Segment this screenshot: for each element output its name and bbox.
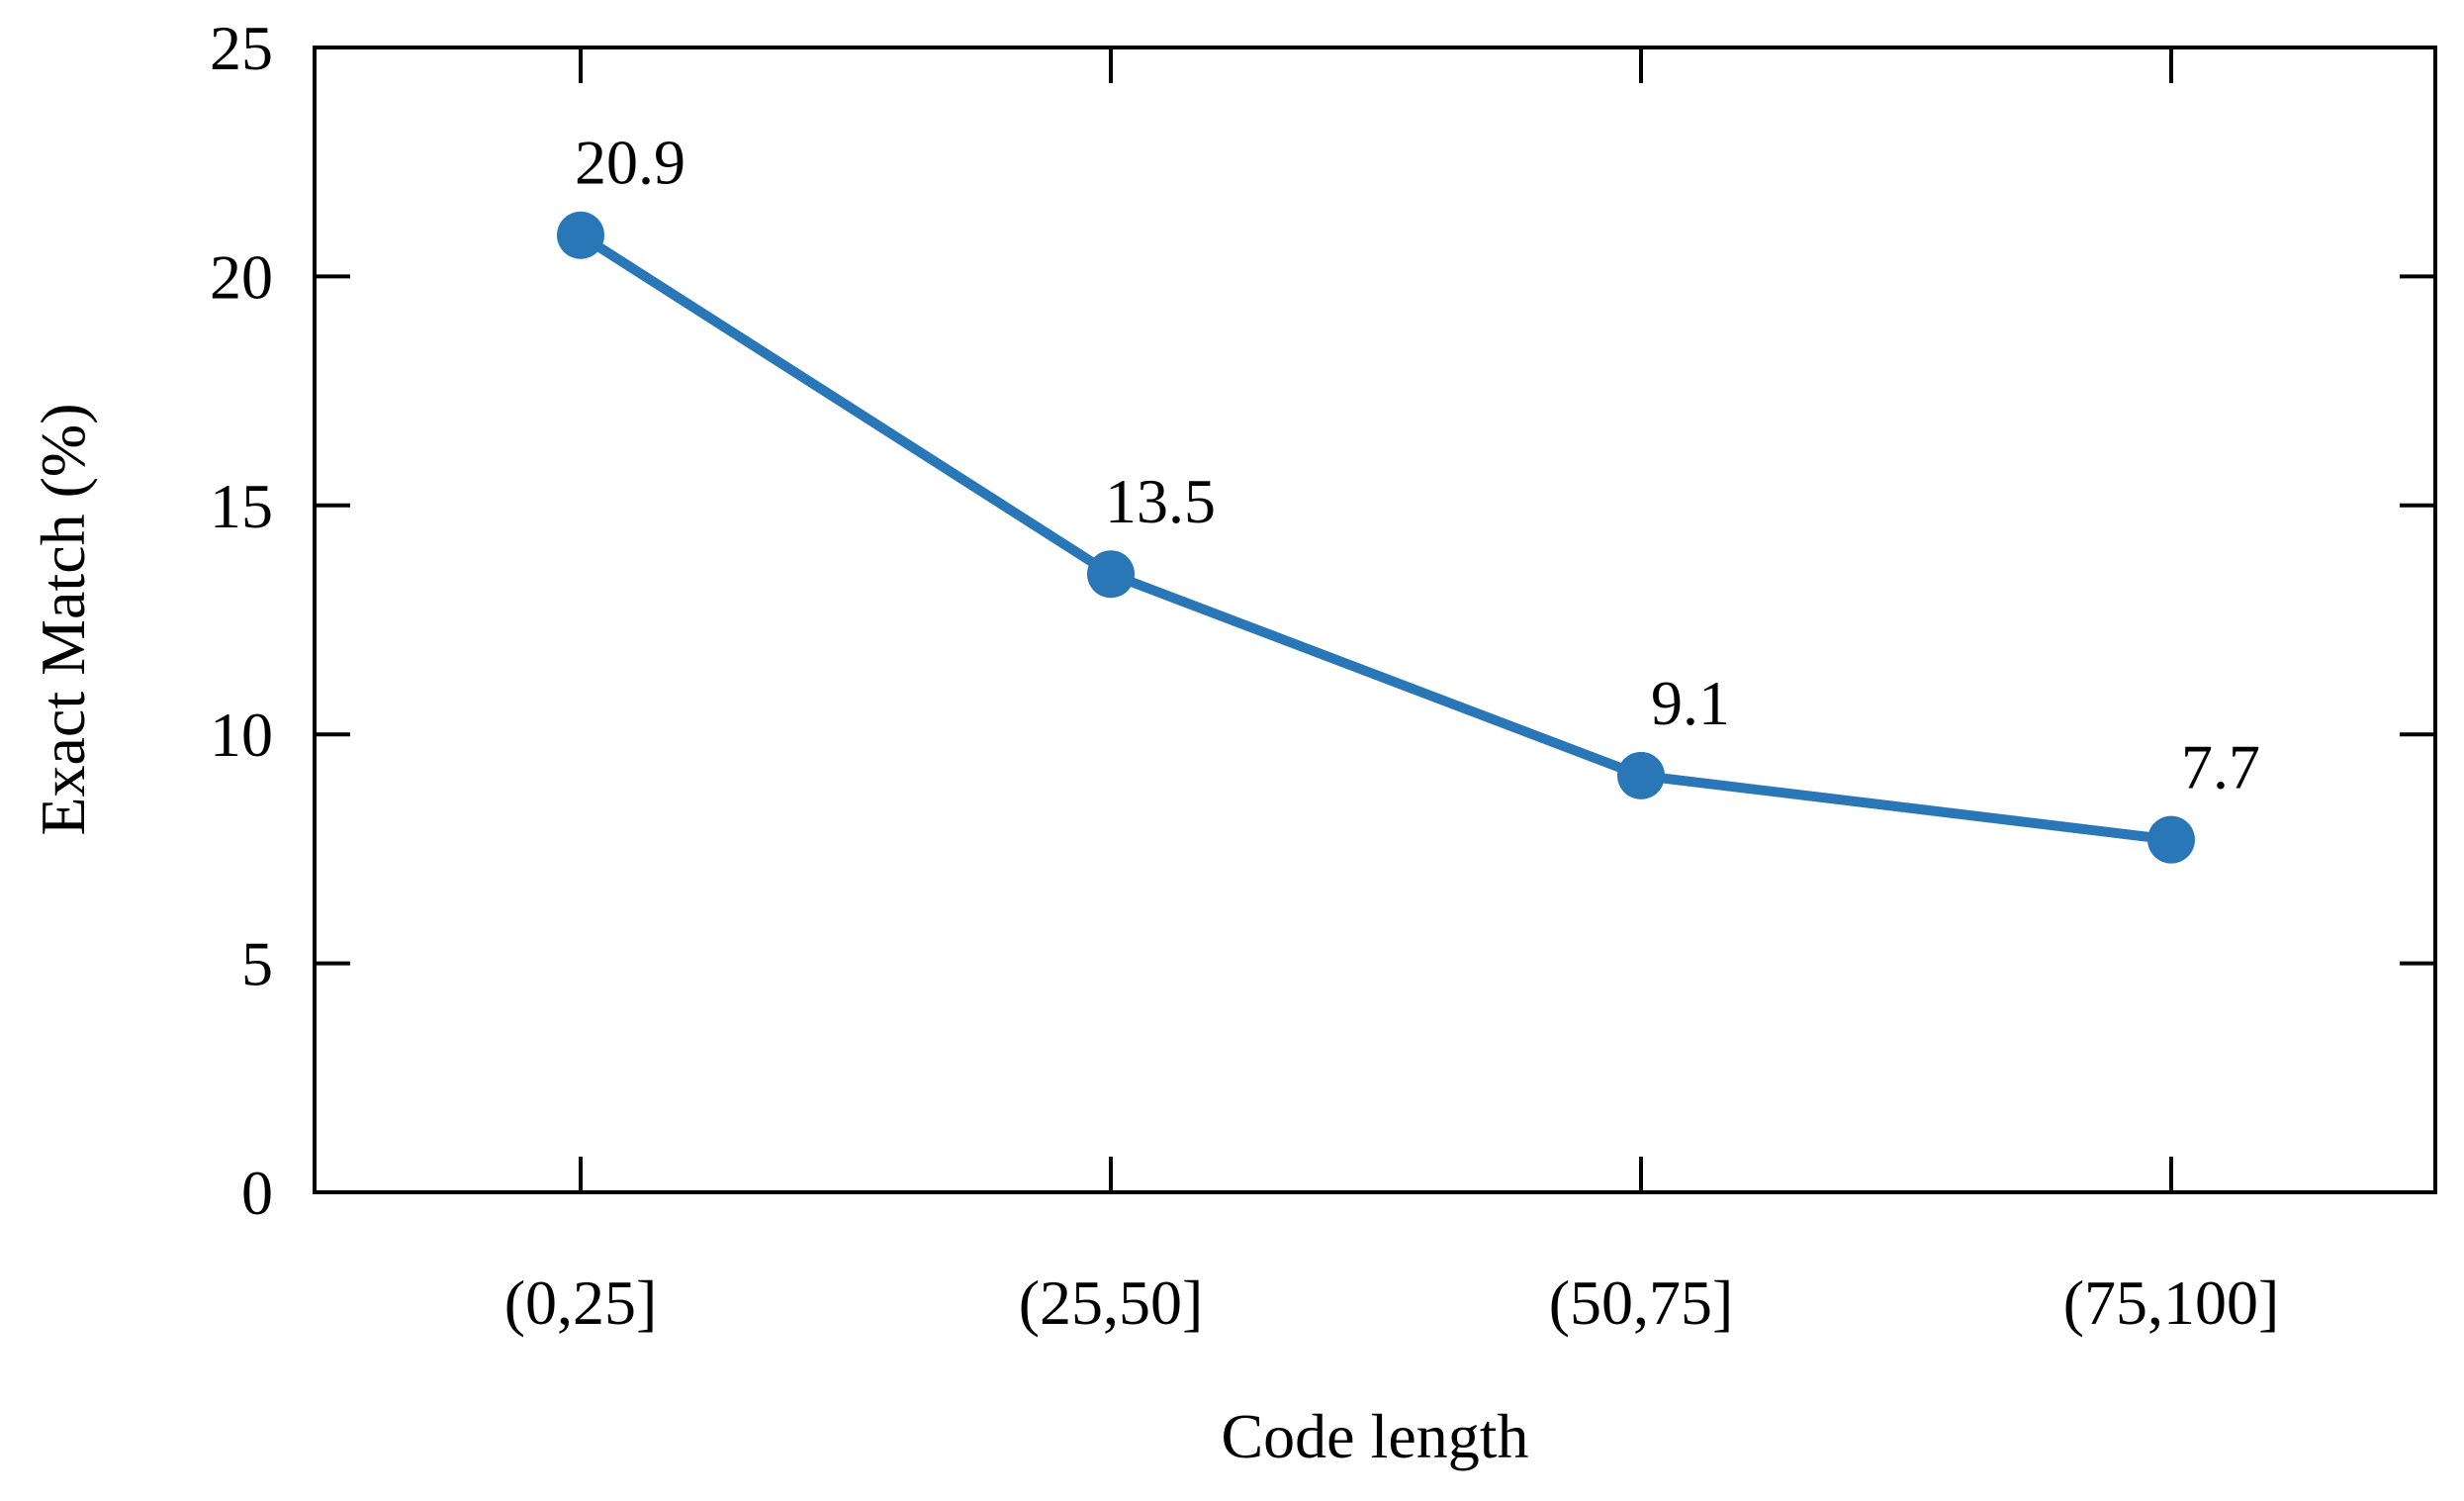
x-axis-title: Code length [1221,1401,1528,1471]
x-tick-label: (50,75] [1549,1267,1734,1338]
y-tick-label: 10 [210,700,273,770]
data-point [557,211,604,259]
x-tick-label: (75,100] [2063,1267,2280,1338]
y-tick-label: 0 [241,1158,273,1228]
x-tick-label: (0,25] [504,1267,658,1338]
data-point [2147,815,2195,864]
data-label: 20.9 [575,128,685,198]
series-line-group [576,230,2176,845]
data-label: 9.1 [1651,668,1730,738]
x-tick-label: (25,50] [1019,1267,1204,1338]
data-label: 13.5 [1105,466,1216,536]
y-tick-label: 20 [210,241,273,312]
y-tick-label: 25 [210,13,273,83]
y-axis-title: Exact Match (%) [28,403,98,835]
y-tick-label: 5 [241,929,273,999]
y-tick-label: 15 [210,471,273,541]
series-line [576,230,2176,845]
plot-frame [313,46,2437,1194]
data-point [1087,550,1135,599]
series-markers [557,211,2195,864]
data-label: 7.7 [2181,732,2260,802]
data-labels: 20.9 13.5 9.1 7.7 [575,128,2260,802]
axis-ticks: 0 5 10 15 20 25 (0,25] (25,50] (50,75] (75,100] [210,13,2435,1338]
data-point [1617,751,1665,799]
